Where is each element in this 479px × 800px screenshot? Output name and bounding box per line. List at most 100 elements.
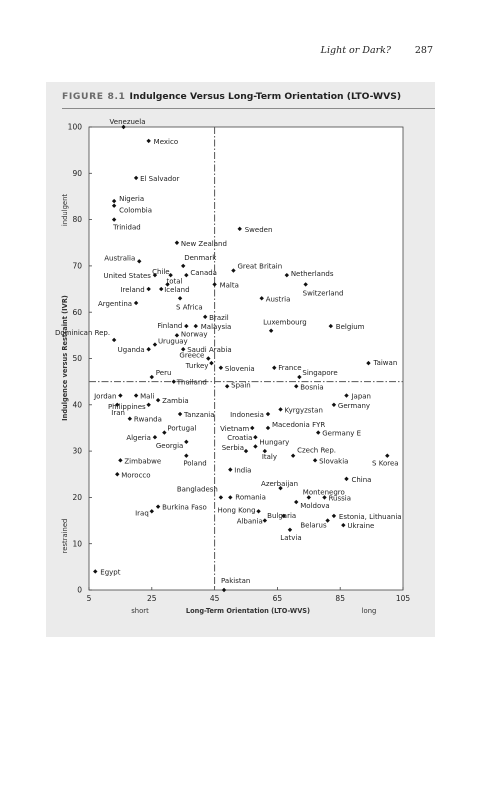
point-nigeria — [111, 198, 117, 204]
label-moldova: Moldova — [300, 502, 329, 510]
point-uruguay — [152, 342, 158, 347]
point-ukraine — [341, 522, 346, 528]
label-switzerland: Switzerland — [303, 289, 344, 297]
y-tick-label: 60 — [72, 308, 82, 317]
point-finland — [184, 323, 189, 329]
point-morocco — [115, 472, 120, 477]
point-germany — [331, 402, 337, 407]
point-indonesia — [265, 411, 271, 417]
label-romania: Romania — [235, 493, 266, 501]
label-zimbabwe: Zimbabwe — [124, 457, 161, 465]
point-russia — [322, 495, 327, 500]
label-uruguay: Uruguay — [158, 338, 188, 346]
point-thailand — [171, 379, 176, 384]
point-belgium — [328, 323, 333, 329]
page-number: 287 — [414, 45, 433, 56]
running-head: Light or Dark? — [320, 45, 391, 56]
point-italy — [262, 448, 268, 454]
label-burkina-faso: Burkina Faso — [162, 504, 207, 512]
point-india — [228, 467, 233, 472]
point-mali — [133, 393, 139, 398]
point-sweden — [237, 226, 242, 232]
label-montenegro: Montenegro — [303, 488, 345, 496]
label-total: total — [167, 277, 183, 285]
point-belarus — [325, 518, 330, 523]
label-philippines: Philippines — [108, 403, 146, 411]
y-axis-low-label: restrained — [61, 519, 69, 554]
point-burkina-faso — [155, 504, 161, 509]
point-jordan — [118, 393, 123, 398]
label-el-salvador: El Salvador — [140, 175, 179, 183]
label-finland: Finland — [157, 322, 182, 330]
point-trinidad — [111, 217, 117, 222]
point-hungary — [253, 444, 258, 449]
point-pakistan — [221, 587, 227, 593]
point-czech-rep — [290, 453, 296, 458]
label-sweden: Sweden — [245, 226, 273, 234]
label-peru: Peru — [156, 369, 172, 377]
label-norway: Norway — [181, 330, 208, 338]
point-croatia — [253, 435, 258, 440]
label-belgium: Belgium — [336, 323, 365, 331]
label-netherlands: Netherlands — [291, 270, 334, 278]
label-mexico: Mexico — [154, 138, 178, 146]
point-peru — [149, 374, 154, 380]
label-georgia: Georgia — [156, 442, 183, 450]
point-poland — [184, 453, 189, 458]
label-australia: Australia — [104, 254, 135, 262]
label-macedonia-fyr: Macedonia FYR — [272, 421, 325, 429]
point-canada — [184, 272, 189, 278]
label-spain: Spain — [231, 381, 251, 389]
point-saudi-arabia — [181, 347, 186, 352]
point-united-states — [152, 272, 158, 278]
x-axis-low-label: short — [131, 607, 149, 615]
label-malaysia: Malaysia — [201, 323, 232, 331]
label-canada: Canada — [190, 269, 217, 277]
y-tick-label: 90 — [72, 169, 82, 178]
point-zimbabwe — [118, 458, 123, 463]
label-s-africa: S Africa — [176, 303, 203, 311]
label-egypt: Egypt — [100, 568, 120, 576]
point-iraq — [149, 509, 154, 514]
y-tick-label: 10 — [72, 539, 82, 548]
point-total — [165, 282, 170, 287]
plot-frame — [88, 126, 404, 591]
point-rwanda — [127, 416, 133, 421]
label-united-states: United States — [104, 272, 152, 280]
label-italy: Italy — [262, 453, 277, 461]
data-points — [93, 124, 390, 593]
label-azerbaijan: Azerbaijan — [261, 480, 298, 488]
label-taiwan: Taiwan — [372, 359, 397, 367]
point-dominican-rep — [111, 337, 117, 343]
point-algeria — [152, 435, 158, 440]
point-argentina — [133, 300, 139, 306]
y-tick-label: 40 — [72, 400, 82, 409]
figure-title-rule — [62, 108, 435, 109]
label-albania: Albania — [237, 518, 263, 526]
point-hong-kong — [256, 509, 261, 514]
label-trinidad: Trinidad — [112, 224, 141, 232]
point-spain — [224, 384, 230, 389]
point-slovenia — [218, 365, 224, 370]
point-taiwan — [366, 360, 371, 366]
figure-title-text: Indulgence Versus Long-Term Orientation … — [129, 91, 402, 102]
point-greece — [206, 356, 211, 361]
label-pakistan: Pakistan — [221, 577, 250, 585]
label-slovakia: Slovakia — [319, 457, 348, 465]
label-china: China — [351, 476, 371, 484]
y-tick-label: 100 — [68, 123, 83, 132]
point-luxembourg — [268, 328, 274, 333]
y-tick-label: 80 — [72, 215, 82, 224]
point-kyrgyzstan — [278, 407, 283, 412]
x-tick-label: 25 — [147, 594, 157, 603]
label-ireland: Ireland — [120, 286, 144, 294]
axis-ticks: 0 10 20 30 40 50 60 70 80 90 100 5 25 45 65 85 105 — [68, 123, 411, 603]
point-tanzania — [177, 411, 183, 417]
y-axis-title: Indulgence versus Restraint (IVR) — [61, 295, 69, 421]
point-romania — [228, 495, 233, 500]
point-iran — [115, 402, 120, 407]
label-morocco: Morocco — [121, 471, 150, 479]
point-zambia — [155, 397, 161, 403]
label-portugal: Portugal — [167, 425, 196, 433]
label-ukraine: Ukraine — [347, 522, 374, 530]
